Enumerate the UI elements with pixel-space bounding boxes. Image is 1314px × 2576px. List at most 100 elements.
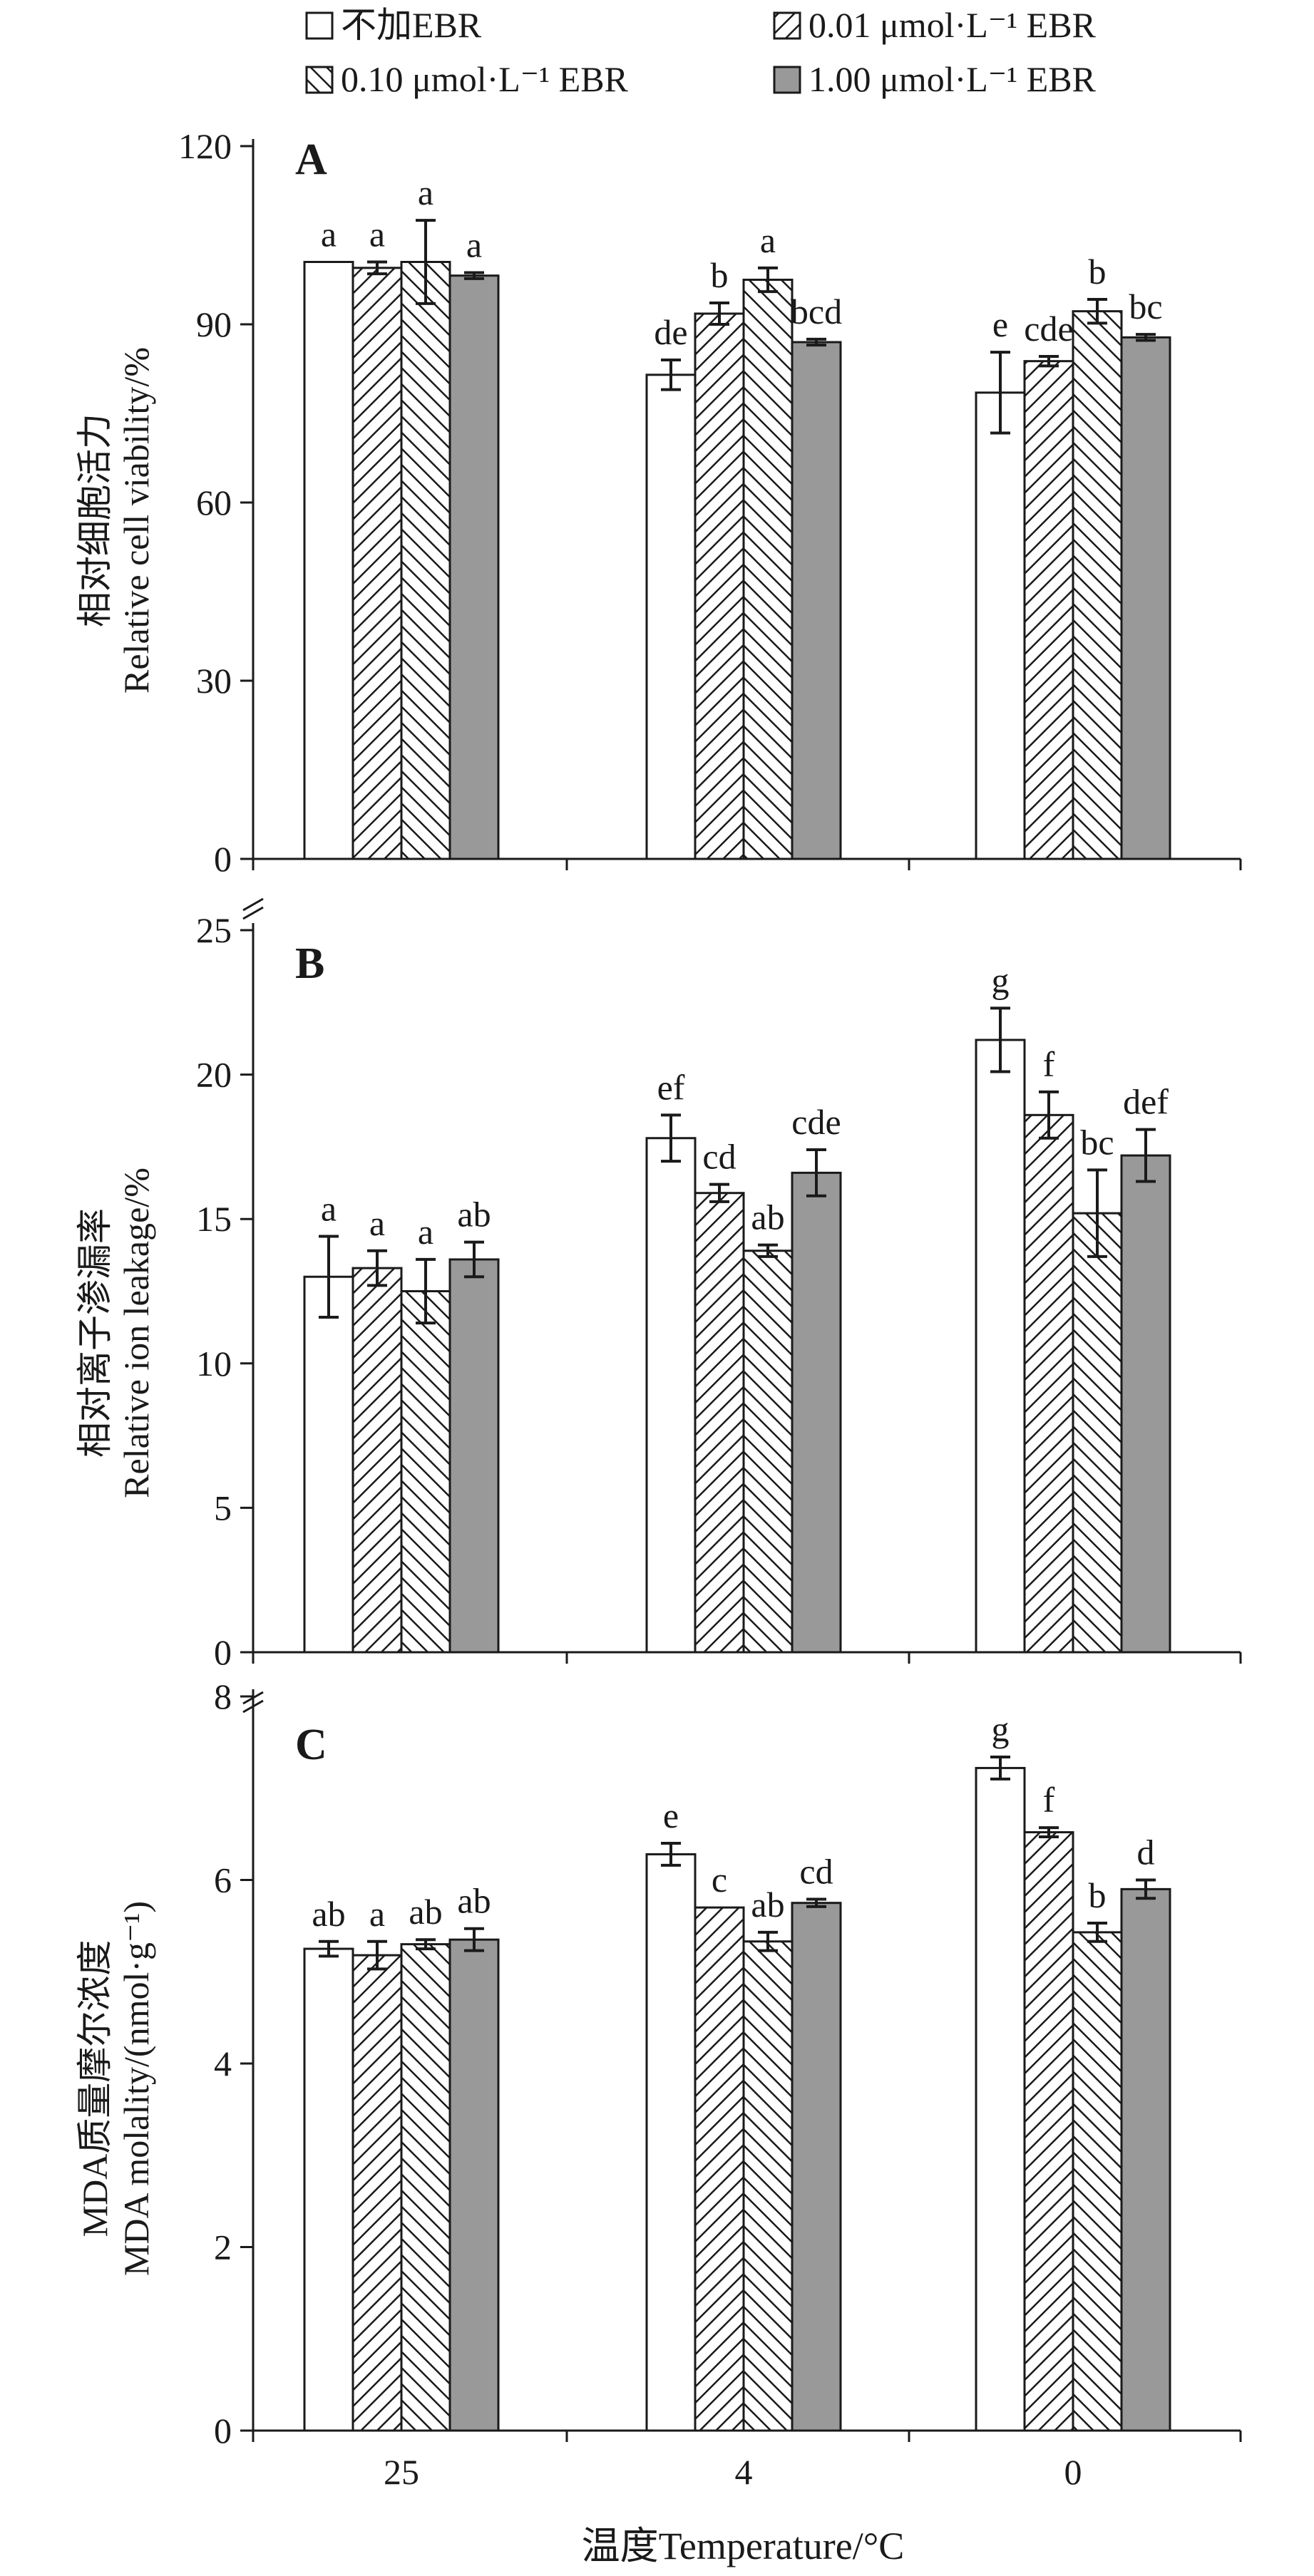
panel-a-bar-0-s3 (1072, 310, 1123, 860)
panel-c-sig-label: ab (457, 1881, 491, 1921)
panel-c-bar-0-s4 (1120, 1887, 1171, 2432)
panel-b-bar-0-s2 (1023, 1113, 1074, 1654)
legend-swatch-1 (305, 11, 334, 40)
panel-c-ylabel: MDA质量摩尔浓度 MDA molality/(nmol·g⁻¹) (75, 1901, 156, 2276)
panel-c-y-tick-label: 0 (214, 2411, 232, 2451)
panel-b-sig-label: ef (657, 1067, 685, 1107)
panel-a-bar-25-s2 (351, 267, 403, 860)
panel-a-sig-label: a (466, 225, 482, 265)
x-axis: 25 4 0 温度Temperature/°C (384, 2452, 1082, 2567)
panel-a-sig-label: a (418, 172, 433, 212)
panel-a-sig-label: b (711, 255, 729, 295)
panel-c-bar-4-s4 (791, 1902, 842, 2432)
panel-c-bar-0-s3 (1072, 1931, 1123, 2432)
panel-c-sig-label: c (712, 1860, 727, 1900)
panel-a-y-tick-label: 90 (196, 304, 232, 344)
panel-b-y-tick-label: 15 (196, 1199, 232, 1239)
panel-b-sig-label: f (1043, 1044, 1055, 1084)
panel-b-ylabel: 相对离子渗漏率 Relative ion leakage/% (75, 1168, 156, 1498)
panel-a-bar-4-s4 (791, 341, 842, 860)
panel-a-axis-break (242, 906, 264, 920)
legend-item-1: 不加EBR (305, 5, 482, 45)
panel-b-bar-4-s1 (645, 1137, 697, 1654)
panel-c-bar-25-s1 (303, 1947, 354, 2432)
panel-a-bar-0-s4 (1120, 336, 1171, 860)
panel-a-sig-label: bcd (791, 292, 842, 331)
panel-a-bar-0-s2 (1023, 360, 1074, 860)
panel-a-bar-4-s3 (742, 279, 794, 860)
panel-b-y-tick-label: 5 (214, 1488, 232, 1527)
legend-swatch-3 (305, 66, 334, 94)
panel-c-sig-label: a (369, 1894, 385, 1934)
panel-b-ylabel-cn: 相对离子渗漏率 (75, 1208, 115, 1458)
panel-b-ylabel-en: Relative ion leakage/% (116, 1168, 156, 1498)
panel-a-y-tick-label: 0 (214, 839, 232, 879)
panel-b-sig-label: cd (702, 1137, 736, 1177)
panel-b-bar-0-s3 (1072, 1212, 1123, 1654)
panel-c-bar-4-s1 (645, 1853, 697, 2432)
panel-a-sig-label: cde (1024, 309, 1073, 349)
panel-a: A 相对细胞活力 Relative cell viability/% 0 30 60… (75, 126, 1242, 920)
x-tick-label-2: 4 (735, 2452, 753, 2492)
panel-b-bar-0-s4 (1120, 1154, 1171, 1654)
panel-b-bar-4-s4 (791, 1171, 842, 1654)
panel-c-sig-label: e (663, 1796, 679, 1835)
panel-c-y-tick-label: 2 (214, 2227, 232, 2267)
legend-label-3: 0.10 μmol·L⁻¹ EBR (341, 59, 629, 99)
panel-b-bar-25-s4 (448, 1258, 500, 1654)
panel-a-ylabel-en: Relative cell viability/% (116, 347, 156, 694)
panel-a-sig-label: a (321, 215, 337, 254)
panel-a-sig-label: a (369, 215, 385, 254)
panel-b-sig-label: a (418, 1212, 433, 1252)
panel-a-sig-label: e (992, 304, 1008, 344)
panel-b: B 相对离子渗漏率 Relative ion leakage/% 0 5 10 15 2… (75, 910, 1242, 1714)
panel-c-sig-label: ab (312, 1894, 345, 1934)
x-axis-title: 温度Temperature/°C (582, 2525, 905, 2567)
panel-c-sig-label: cd (799, 1852, 833, 1892)
legend-item-3: 0.10 μmol·L⁻¹ EBR (305, 59, 629, 99)
legend-item-2: 0.01 μmol·L⁻¹ EBR (773, 5, 1097, 45)
panel-a-bar-4-s1 (645, 373, 697, 860)
legend-label-1: 不加EBR (341, 5, 482, 45)
panel-c: C MDA质量摩尔浓度 MDA molality/(nmol·g⁻¹) 0 2 4 6… (75, 1676, 1242, 2451)
panel-c-bar-25-s2 (351, 1954, 403, 2432)
panel-b-bar-25-s1 (303, 1275, 354, 1654)
panel-c-sig-label: d (1137, 1833, 1155, 1872)
panel-a-sig-label: bc (1129, 287, 1162, 326)
panel-a-ylabel: 相对细胞活力 Relative cell viability/% (75, 347, 156, 694)
panel-a-sig-label: de (654, 312, 687, 352)
legend-label-2: 0.01 μmol·L⁻¹ EBR (809, 5, 1097, 45)
panel-b-bar-4-s2 (694, 1192, 745, 1654)
panel-a-letter: A (295, 135, 327, 184)
panel-b-sig-label: ab (457, 1195, 491, 1235)
panel-b-sig-label: cde (791, 1102, 841, 1142)
legend-item-4: 1.00 μmol·L⁻¹ EBR (773, 59, 1097, 99)
panel-c-y-tick-label: 4 (214, 2044, 232, 2083)
panel-b-sig-label: def (1123, 1082, 1169, 1122)
panel-c-sig-label: f (1043, 1780, 1055, 1820)
panel-b-letter: B (295, 939, 324, 988)
panel-c-sig-label: ab (409, 1892, 442, 1932)
panel-c-ylabel-cn: MDA质量摩尔浓度 (75, 1940, 115, 2237)
panel-c-y-tick-label: 6 (214, 1860, 232, 1900)
panel-c-y-tick-label: 8 (214, 1676, 232, 1716)
panel-b-sig-label: bc (1080, 1122, 1114, 1162)
panel-c-bar-0-s2 (1023, 1831, 1074, 2432)
legend-swatch-4 (773, 66, 801, 94)
panel-c-sig-label: ab (751, 1885, 784, 1925)
legend-label-4: 1.00 μmol·L⁻¹ EBR (809, 59, 1097, 99)
panel-a-ylabel-cn: 相对细胞活力 (75, 413, 115, 627)
panel-c-bar-4-s3 (742, 1940, 794, 2432)
panel-c-sig-label: b (1089, 1875, 1107, 1915)
panel-b-y-tick-label: 0 (214, 1632, 232, 1672)
panel-c-sig-label: g (992, 1709, 1010, 1749)
panel-c-letter: C (295, 1721, 327, 1769)
panel-a-sig-label: a (760, 220, 776, 260)
panel-b-sig-label: g (992, 960, 1010, 1000)
panel-b-y-tick-label: 10 (196, 1344, 232, 1384)
panel-b-bar-25-s2 (351, 1267, 403, 1654)
panel-a-y-tick-label: 60 (196, 483, 232, 522)
x-tick-label-1: 25 (384, 2452, 419, 2492)
panel-c-ylabel-en: MDA molality/(nmol·g⁻¹) (116, 1901, 156, 2276)
